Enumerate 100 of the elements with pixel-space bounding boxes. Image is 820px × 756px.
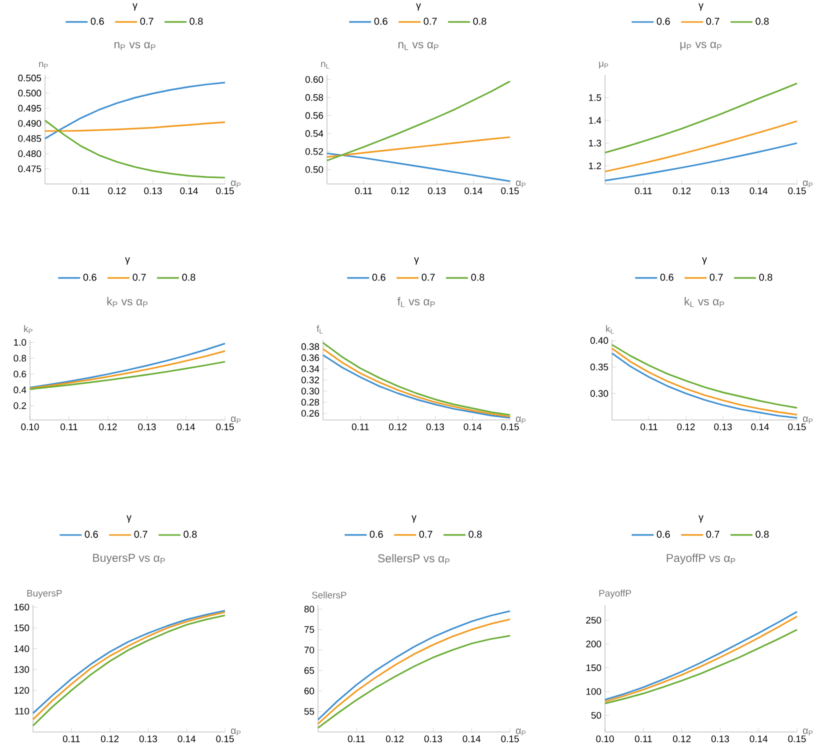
- x-tick-label: 0.13: [428, 188, 446, 194]
- legend-title: γ: [416, 3, 421, 11]
- x-tick-label: 0.14: [464, 424, 482, 430]
- y-axis-title: n$_{L}$: [321, 62, 330, 68]
- line-series: [317, 634, 511, 729]
- x-tick-label: 0.12: [391, 188, 409, 194]
- x-tick-label: 0.15: [788, 424, 806, 430]
- y-tick-label: 120: [14, 686, 30, 694]
- x-axis-title: α$_{P}$: [802, 728, 813, 736]
- legend-title: γ: [702, 257, 707, 265]
- legend-label: 0.6: [660, 274, 674, 281]
- x-tick-label: 0.12: [100, 736, 119, 742]
- x-tick-label: 0.14: [750, 736, 768, 742]
- x-tick-label: 0.11: [62, 736, 80, 742]
- legend-label: 0.6: [370, 530, 383, 538]
- y-axis-title: μ$_{P}$: [599, 62, 608, 68]
- legend-label: 0.8: [759, 274, 772, 281]
- y-tick-label: 0.34: [301, 366, 320, 372]
- x-axis-title: α$_{P}$: [802, 180, 813, 188]
- y-tick-label: 250: [586, 616, 602, 624]
- x-tick-label: 0.14: [178, 736, 196, 742]
- y-tick-label: 0.2: [14, 402, 26, 410]
- x-tick-label: 0.12: [388, 424, 407, 430]
- x-tick-label: 0.15: [788, 736, 806, 742]
- y-tick-label: 0.8: [14, 354, 26, 362]
- y-tick-label: 0.490: [18, 120, 42, 127]
- line-series: [604, 142, 798, 182]
- legend-label: 0.8: [756, 530, 769, 538]
- y-tick-label: 130: [14, 666, 30, 673]
- legend-label: 0.6: [374, 18, 388, 25]
- x-axis-title: α$_{P}$: [230, 416, 241, 424]
- legend-label: 0.7: [710, 274, 723, 281]
- x-tick-label: 0.10: [21, 424, 39, 430]
- y-tick-label: 50: [591, 712, 602, 719]
- x-tick-label: 0.13: [714, 424, 732, 430]
- x-tick-label: 0.13: [424, 736, 442, 742]
- chart-title: f$_{L}$ vs α$_{P}$: [397, 296, 435, 308]
- legend-label: 0.8: [471, 274, 484, 281]
- legend-title: γ: [698, 515, 704, 523]
- chart-title: BuyersP vs α$_{P}$: [93, 554, 165, 564]
- x-tick-label: 0.11: [352, 424, 369, 430]
- x-tick-label: 0.11: [634, 736, 652, 742]
- legend-label: 0.8: [182, 274, 196, 281]
- legend-label: 0.6: [656, 18, 670, 25]
- y-tick-label: 150: [14, 624, 30, 632]
- y-tick-label: 1.4: [589, 117, 602, 124]
- x-tick-label: 0.11: [72, 188, 90, 194]
- y-tick-label: 0.30: [301, 388, 320, 394]
- y-tick-label: 55: [304, 708, 314, 715]
- x-tick-label: 0.12: [99, 424, 117, 430]
- x-axis-title: α$_{P}$: [516, 180, 526, 188]
- line-series: [44, 82, 226, 140]
- x-axis-title: α$_{P}$: [516, 416, 526, 424]
- x-axis-title: α$_{P}$: [516, 728, 526, 736]
- y-tick-label: 1.2: [589, 162, 602, 170]
- x-tick-label: 0.15: [501, 736, 519, 742]
- x-tick-label: 0.15: [216, 424, 234, 430]
- legend-label: 0.8: [473, 18, 486, 25]
- y-tick-label: 1.3: [589, 140, 602, 146]
- legend-label: 0.7: [132, 274, 146, 281]
- legend-title: γ: [125, 257, 130, 265]
- x-tick-label: 0.13: [139, 736, 157, 742]
- x-tick-label: 0.13: [711, 736, 729, 742]
- legend-label: 0.6: [656, 530, 670, 538]
- y-tick-label: 200: [586, 640, 602, 648]
- x-tick-label: 0.11: [60, 424, 78, 430]
- y-tick-label: 60: [304, 688, 314, 694]
- y-tick-label: 0.28: [301, 398, 320, 406]
- y-tick-label: 0.60: [305, 76, 324, 83]
- legend-label: 0.7: [140, 18, 154, 25]
- y-axis-title: n$_{P}$: [39, 62, 48, 68]
- chart-title: μ$_{P}$ vs α$_{P}$: [680, 42, 722, 50]
- y-tick-label: 0.6: [14, 370, 26, 378]
- y-tick-label: 100: [586, 688, 602, 695]
- y-tick-label: 65: [304, 667, 314, 674]
- x-tick-label: 0.15: [501, 424, 519, 430]
- y-tick-label: 0.54: [305, 130, 324, 137]
- x-tick-label: 0.15: [501, 188, 519, 194]
- legend-label: 0.6: [90, 18, 104, 25]
- legend-title: γ: [132, 3, 138, 11]
- y-tick-label: 0.485: [18, 135, 42, 142]
- x-tick-label: 0.13: [426, 424, 444, 430]
- y-tick-label: 110: [15, 708, 30, 715]
- line-series: [29, 350, 226, 390]
- y-tick-label: 0.495: [18, 104, 42, 112]
- x-tick-label: 0.12: [672, 188, 691, 194]
- x-tick-label: 0.11: [634, 188, 652, 194]
- y-axis-title: PayoffP: [599, 590, 632, 598]
- x-axis-title: α$_{P}$: [230, 728, 241, 736]
- x-tick-label: 0.10: [596, 736, 614, 742]
- x-tick-label: 0.13: [144, 188, 162, 194]
- x-tick-label: 0.11: [640, 424, 658, 430]
- y-axis-title: k$_{L}$: [606, 325, 614, 334]
- legend-label: 0.7: [134, 530, 148, 538]
- y-tick-label: 0.56: [305, 112, 324, 119]
- chart-title: k$_{P}$ vs α$_{P}$: [107, 296, 148, 308]
- y-tick-label: 0.32: [301, 376, 320, 384]
- y-axis-title: k$_{P}$: [24, 325, 32, 334]
- legend-label: 0.8: [756, 18, 769, 25]
- y-tick-label: 75: [304, 626, 314, 633]
